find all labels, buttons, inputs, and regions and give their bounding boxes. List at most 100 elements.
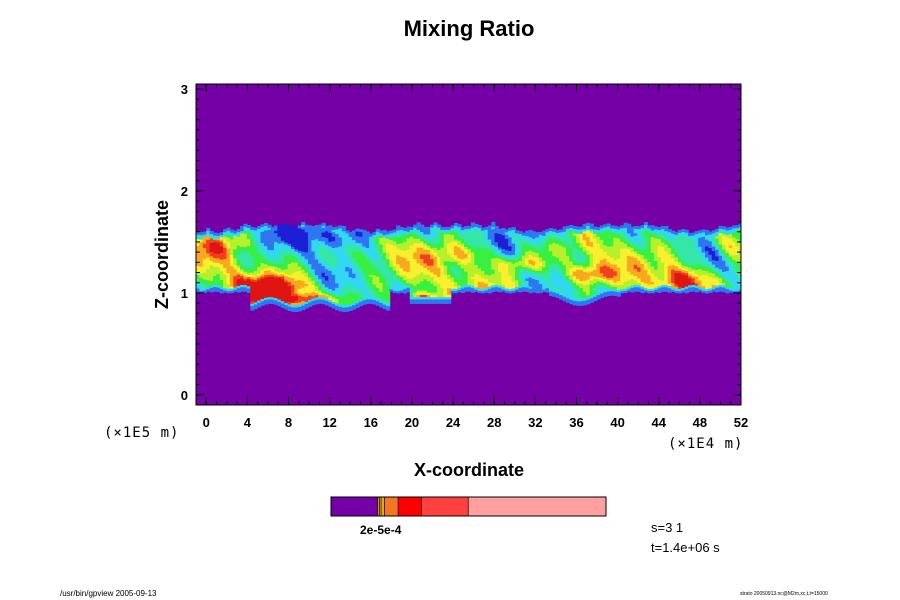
field-cell [481, 274, 486, 278]
field-cell [491, 246, 496, 250]
field-cell [501, 250, 506, 254]
field-cell [229, 236, 235, 240]
field-cell [318, 242, 323, 246]
field-cell [531, 242, 537, 246]
field-cell [487, 274, 492, 278]
field-cell [545, 287, 550, 291]
field-cell [331, 265, 336, 269]
field-cell [413, 256, 418, 259]
field-cell [379, 270, 384, 274]
field-cell [335, 307, 340, 311]
field-cell [280, 233, 285, 237]
field-cell [525, 241, 530, 245]
field-cell [515, 279, 520, 283]
field-cell [511, 256, 516, 260]
field-cell [341, 235, 347, 238]
field-cell [504, 242, 509, 246]
field-cell [610, 286, 615, 289]
field-cell [555, 232, 560, 236]
field-cell [433, 249, 438, 253]
field-cell [593, 235, 598, 239]
field-cell [515, 254, 520, 258]
field-cell [440, 280, 445, 284]
field-cell [548, 270, 554, 274]
field-cell [348, 256, 353, 260]
field-cell [572, 297, 577, 301]
field-cell [447, 278, 452, 282]
field-cell [732, 277, 737, 280]
field-cell [338, 283, 343, 287]
field-cell [464, 275, 469, 279]
field-cell [403, 261, 408, 265]
field-cell [559, 276, 564, 280]
field-cell [457, 260, 462, 264]
field-cell [386, 278, 391, 282]
field-cell [521, 234, 526, 238]
field-cell [314, 227, 319, 231]
field-cell [647, 229, 652, 233]
field-cell [688, 235, 693, 239]
field-cell [219, 254, 224, 258]
field-cell [603, 266, 608, 270]
field-cell [348, 254, 353, 258]
field-cell [705, 281, 710, 285]
field-cell [274, 257, 279, 260]
field-cell [518, 282, 523, 286]
field-cell [504, 249, 509, 253]
field-cell [440, 267, 445, 271]
field-cell [311, 252, 316, 256]
field-cell [511, 274, 516, 278]
field-cell [728, 253, 733, 257]
field-cell [423, 289, 428, 293]
field-cell [416, 269, 421, 273]
field-cell [362, 230, 367, 234]
field-cell [355, 248, 360, 252]
field-cell [474, 262, 479, 265]
field-cell [331, 227, 336, 231]
field-cell [260, 260, 265, 264]
field-cell [559, 271, 564, 275]
field-cell [318, 258, 323, 262]
field-cell [236, 280, 241, 284]
field-cell [464, 246, 469, 250]
field-cell [226, 279, 231, 283]
field-cell [657, 278, 662, 282]
field-cell [348, 278, 353, 282]
field-cell [287, 249, 292, 253]
field-cell [352, 297, 357, 301]
field-cell [348, 245, 353, 249]
field-cell [531, 231, 537, 235]
field-cell [297, 285, 302, 289]
field-cell [243, 246, 248, 250]
field-cell [582, 279, 587, 283]
field-cell [572, 230, 577, 234]
field-cell [715, 264, 720, 268]
field-cell [409, 229, 414, 233]
field-cell [470, 258, 476, 262]
field-cell [389, 246, 394, 250]
field-cell [650, 283, 655, 287]
field-cell [209, 244, 214, 248]
field-cell [616, 278, 621, 281]
field-cell [267, 283, 272, 286]
field-cell [711, 284, 716, 287]
field-cell [358, 231, 364, 235]
field-cell [314, 245, 319, 249]
field-cell [623, 276, 628, 280]
field-cell [430, 289, 435, 293]
field-cell [338, 238, 343, 242]
field-cell [308, 225, 313, 229]
field-cell [603, 233, 608, 237]
field-cell [369, 283, 374, 286]
field-cell [491, 230, 496, 234]
field-cell [382, 229, 387, 233]
field-cell [725, 259, 730, 262]
field-cell [291, 232, 296, 236]
field-cell [314, 276, 319, 280]
field-cell [196, 258, 201, 262]
field-cell [311, 261, 316, 265]
field-cell [579, 300, 584, 304]
field-cell [348, 287, 353, 291]
field-cell [399, 229, 404, 233]
field-cell [287, 245, 292, 249]
